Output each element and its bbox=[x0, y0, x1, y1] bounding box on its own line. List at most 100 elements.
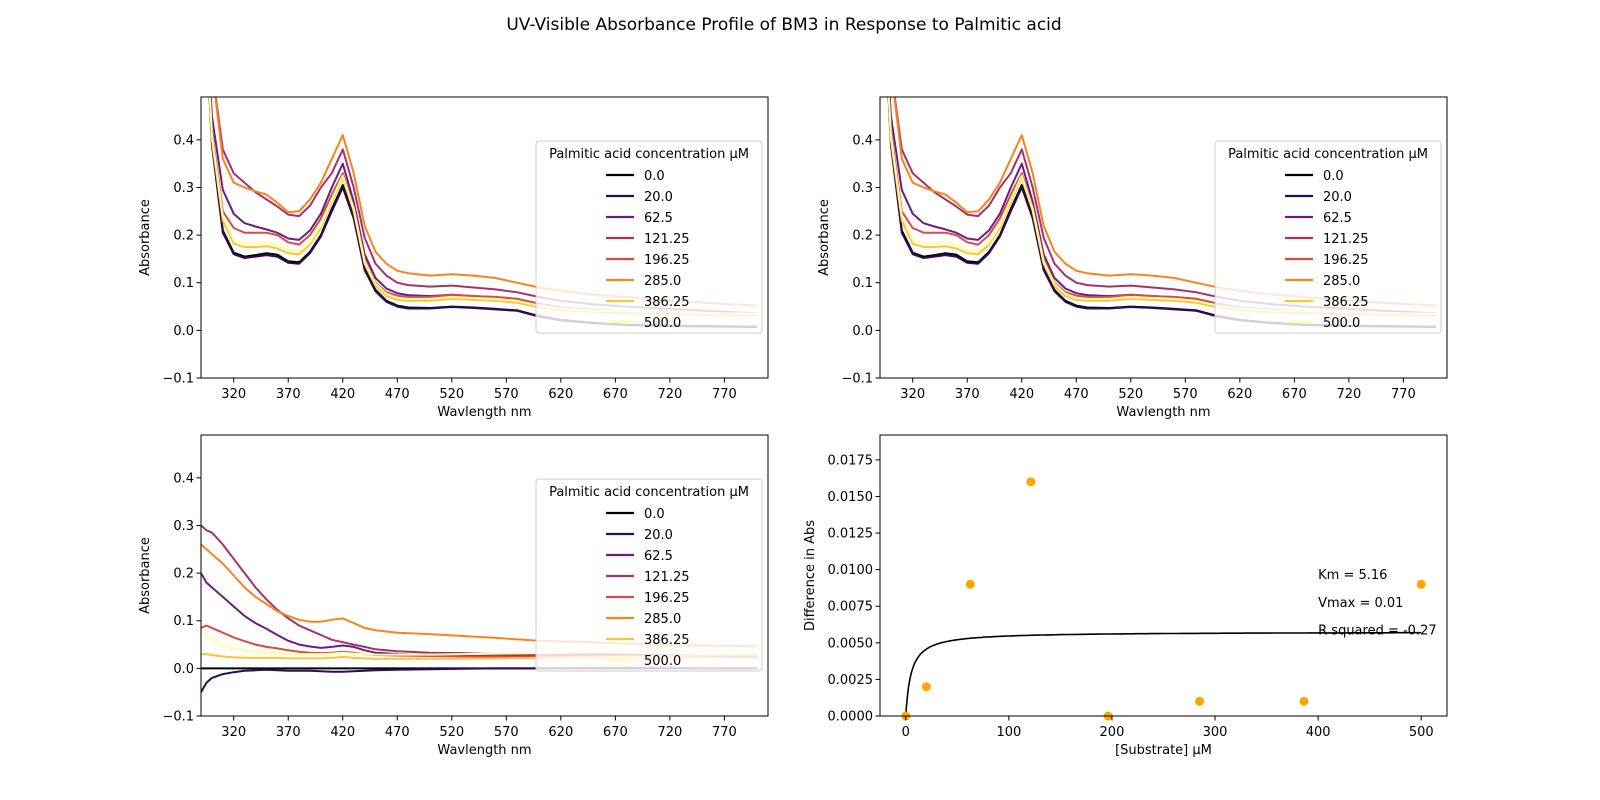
x-tick-label: 670 bbox=[1282, 387, 1307, 402]
legend-label: 285.0 bbox=[1323, 274, 1360, 289]
x-tick-label: 320 bbox=[221, 725, 246, 740]
y-tick-label: 0.0000 bbox=[828, 710, 874, 725]
legend-label: 20.0 bbox=[644, 528, 673, 543]
y-tick-label: 0.4 bbox=[852, 133, 873, 148]
legend: Palmitic acid concentration µM 0.0 20.0 62.… bbox=[535, 140, 763, 334]
legend-label: 121.25 bbox=[644, 232, 690, 247]
y-tick-label: 0.2 bbox=[173, 229, 194, 244]
x-tick-label: 520 bbox=[1118, 387, 1143, 402]
legend: Palmitic acid concentration µM 0.0 20.0 62.… bbox=[1214, 140, 1442, 334]
plot-area bbox=[208, 97, 758, 328]
legend-label: 121.25 bbox=[1323, 232, 1369, 247]
y-tick-label: 0.1 bbox=[852, 276, 873, 291]
x-axis-label: Wavlength nm bbox=[437, 405, 531, 420]
y-tick-label: 0.0 bbox=[173, 324, 194, 339]
y-tick-label: 0.0175 bbox=[828, 453, 874, 468]
x-tick-label: 570 bbox=[494, 725, 519, 740]
x-tick-label: 320 bbox=[900, 387, 925, 402]
x-tick-label: 570 bbox=[1173, 387, 1198, 402]
x-tick-label: 520 bbox=[439, 387, 464, 402]
x-tick-label: 500 bbox=[1409, 725, 1434, 740]
spectrum-panel-top-right: 320 370 420 470 520 570 620 670 720 770 −0.1 0.0 0.1… bbox=[817, 96, 1448, 420]
legend-label: 196.25 bbox=[644, 253, 690, 268]
x-tick-label: 770 bbox=[1391, 387, 1416, 402]
data-point bbox=[921, 682, 931, 692]
x-tick-label: 470 bbox=[1064, 387, 1089, 402]
legend-label: 500.0 bbox=[1323, 316, 1360, 331]
y-tick-label: −0.1 bbox=[162, 710, 194, 725]
legend-label: 500.0 bbox=[644, 316, 681, 331]
x-tick-label: 520 bbox=[439, 725, 464, 740]
y-axis-label: Absorbance bbox=[138, 537, 153, 614]
data-point bbox=[1299, 696, 1309, 706]
legend-label: 196.25 bbox=[644, 591, 690, 606]
x-tick-label: 370 bbox=[955, 387, 980, 402]
legend-label: 500.0 bbox=[644, 654, 681, 669]
legend-label: 386.25 bbox=[644, 295, 690, 310]
y-tick-label: 0.0 bbox=[852, 324, 873, 339]
x-tick-label: 670 bbox=[603, 387, 628, 402]
x-tick-label: 470 bbox=[385, 725, 410, 740]
x-tick-label: 370 bbox=[276, 387, 301, 402]
legend-label: 20.0 bbox=[644, 190, 673, 205]
axes-frame bbox=[879, 434, 1448, 717]
legend-box bbox=[535, 478, 763, 672]
x-tick-label: 300 bbox=[1203, 725, 1228, 740]
x-tick-label: 400 bbox=[1306, 725, 1331, 740]
fit-annotation: Km = 5.16 bbox=[1318, 568, 1387, 583]
michaelis-menten-panel: Km = 5.16 Vmax = 0.01 R squared = -0.27 0 10… bbox=[803, 434, 1448, 758]
legend-label: 386.25 bbox=[1323, 295, 1369, 310]
axes-frame bbox=[200, 434, 769, 717]
legend-label: 0.0 bbox=[644, 169, 665, 184]
legend-label: 285.0 bbox=[644, 612, 681, 627]
data-point bbox=[965, 579, 975, 589]
y-tick-label: 0.0125 bbox=[828, 527, 874, 542]
series-line-20.0 bbox=[201, 666, 758, 693]
fit-annotation: Vmax = 0.01 bbox=[1318, 596, 1403, 611]
legend-title: Palmitic acid concentration µM bbox=[549, 485, 749, 500]
data-point bbox=[1026, 477, 1036, 487]
x-tick-label: 670 bbox=[603, 725, 628, 740]
y-tick-label: 0.3 bbox=[852, 181, 873, 196]
x-tick-label: 420 bbox=[1009, 387, 1034, 402]
difference-spectrum-panel: 320 370 420 470 520 570 620 670 720 770 −0.1 0.0 0.1… bbox=[138, 434, 769, 758]
y-tick-label: 0.0150 bbox=[828, 490, 874, 505]
x-tick-label: 770 bbox=[712, 387, 737, 402]
x-tick-label: 620 bbox=[548, 387, 573, 402]
x-tick-label: 0 bbox=[902, 725, 910, 740]
y-axis-label: Absorbance bbox=[817, 199, 832, 276]
x-tick-label: 100 bbox=[996, 725, 1021, 740]
legend-title: Palmitic acid concentration µM bbox=[549, 147, 749, 162]
legend-title: Palmitic acid concentration µM bbox=[1228, 147, 1428, 162]
y-tick-label: 0.4 bbox=[173, 133, 194, 148]
x-axis-label: Wavlength nm bbox=[1116, 405, 1210, 420]
fit-annotation: R squared = -0.27 bbox=[1318, 624, 1437, 639]
y-tick-label: 0.0050 bbox=[828, 636, 874, 651]
x-tick-label: 620 bbox=[1227, 387, 1252, 402]
data-point bbox=[1195, 696, 1205, 706]
legend-label: 62.5 bbox=[1323, 211, 1352, 226]
y-axis-label: Absorbance bbox=[138, 199, 153, 276]
x-tick-label: 770 bbox=[712, 725, 737, 740]
series-line-386.25 bbox=[201, 653, 758, 660]
legend-label: 62.5 bbox=[644, 211, 673, 226]
y-axis-label: Difference in Abs bbox=[803, 520, 818, 631]
plot-area bbox=[905, 631, 1422, 716]
y-tick-label: 0.0 bbox=[173, 662, 194, 677]
legend-label: 20.0 bbox=[1323, 190, 1352, 205]
data-point bbox=[1416, 579, 1426, 589]
x-tick-label: 620 bbox=[548, 725, 573, 740]
y-tick-label: 0.4 bbox=[173, 471, 194, 486]
x-tick-label: 200 bbox=[1100, 725, 1125, 740]
legend-label: 0.0 bbox=[1323, 169, 1344, 184]
x-tick-label: 420 bbox=[330, 387, 355, 402]
series-line-285.0 bbox=[201, 543, 758, 648]
legend-label: 386.25 bbox=[644, 633, 690, 648]
y-tick-label: −0.1 bbox=[841, 372, 873, 387]
legend-label: 62.5 bbox=[644, 549, 673, 564]
axes-frame bbox=[879, 96, 1448, 379]
x-tick-label: 720 bbox=[1336, 387, 1361, 402]
legend-label: 121.25 bbox=[644, 570, 690, 585]
y-tick-label: 0.0075 bbox=[828, 600, 874, 615]
